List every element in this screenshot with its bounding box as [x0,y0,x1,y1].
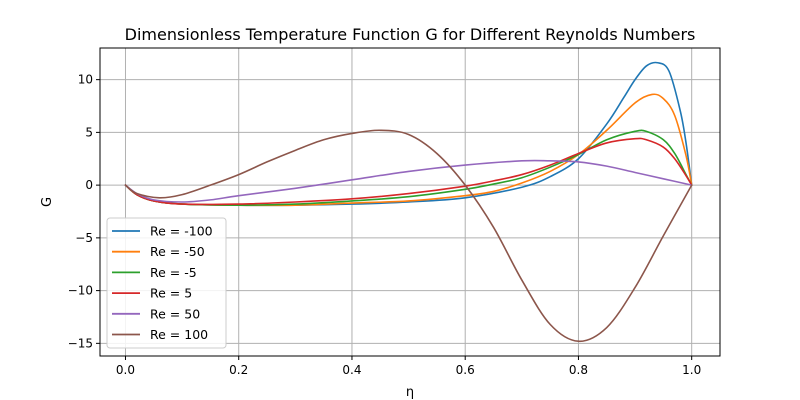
x-tick-label: 0.4 [342,363,361,377]
x-tick: 0.4 [342,356,362,377]
y-tick: −10 [68,284,100,298]
y-tick-label: −5 [75,231,93,245]
legend-item: Re = 100 [112,327,208,342]
y-tick-label: −10 [68,284,93,298]
legend-item: Re = -5 [112,265,197,280]
y-tick-label: 10 [78,73,93,87]
x-tick-label: 0.0 [116,363,135,377]
series-line-re-50 [124,159,693,203]
y-tick-label: −15 [68,336,93,350]
y-tick-label: 5 [85,125,93,139]
series-line-re-5 [124,137,693,206]
x-tick-label: 0.6 [456,363,475,377]
y-axis-label: G [40,197,55,207]
y-tick: 5 [85,125,100,139]
legend-item: Re = 50 [112,306,200,321]
x-tick: 0.8 [569,356,588,377]
y-tick: 0 [85,178,100,192]
legend-item: Re = -100 [112,224,213,239]
x-axis-label: η [406,385,414,400]
legend-label: Re = 100 [150,327,208,342]
x-ticks: 0.0 0.2 0.4 0.6 0.8 1.0 [116,356,701,377]
series-line-re-50 [124,93,693,207]
legend-box [106,217,227,349]
x-tick-label: 0.2 [229,363,248,377]
legend-item: Re = -50 [112,244,205,259]
legend-items: Re = -100 Re = -50 Re = -5 Re = 5 Re = 50 Re … [112,224,213,342]
legend-item: Re = 5 [112,286,192,301]
legend-label: Re = -50 [150,244,205,259]
chart-title: Dimensionless Temperature Function G for… [125,25,696,44]
y-tick: −15 [68,336,100,350]
x-tick: 0.6 [456,356,475,377]
legend: Re = -100 Re = -50 Re = -5 Re = 5 Re = 50 Re … [106,217,227,349]
plot-frame [99,47,721,357]
y-tick-label: 0 [85,178,93,192]
plot-lines [124,61,693,343]
y-tick: 10 [78,73,100,87]
legend-label: Re = -100 [150,224,213,239]
x-tick-label: 0.8 [569,363,588,377]
series-line-re-100 [124,129,693,343]
x-tick: 1.0 [682,356,701,377]
x-tick: 0.2 [229,356,248,377]
legend-label: Re = 50 [150,306,200,321]
x-tick: 0.0 [116,356,135,377]
y-tick: −5 [75,231,100,245]
legend-label: Re = 5 [150,286,192,301]
y-ticks: −15 −10 −5 0 5 10 [68,73,100,350]
x-tick-label: 1.0 [682,363,701,377]
legend-label: Re = -5 [150,265,197,280]
